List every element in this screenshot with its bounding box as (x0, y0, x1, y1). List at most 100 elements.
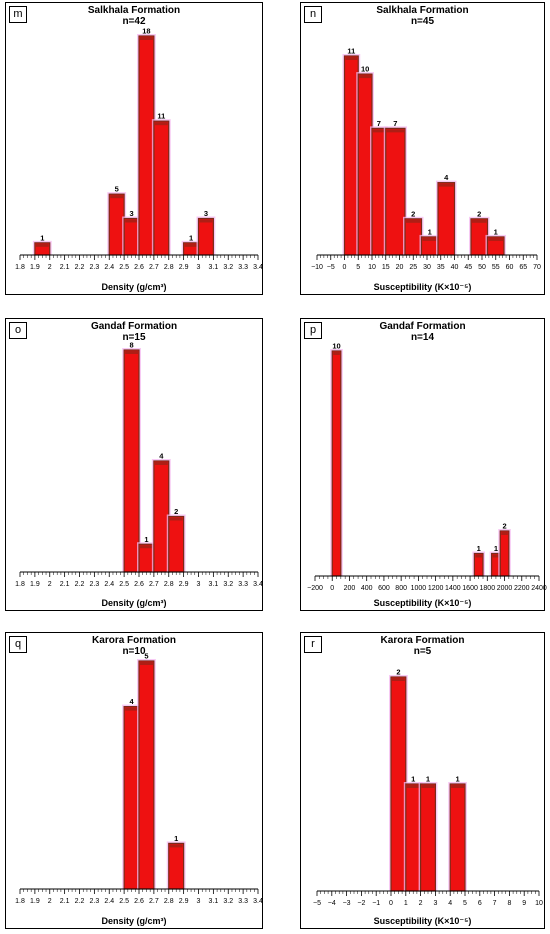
x-tick-label: 2.4 (104, 898, 114, 905)
bar-top-shade (475, 554, 482, 558)
bar-count-label: 7 (393, 119, 397, 128)
bar-count-label: 5 (144, 652, 148, 661)
x-tick-label: 2.4 (104, 581, 114, 588)
x-tick-label: 3 (197, 264, 201, 271)
x-tick-label: 2400 (531, 585, 547, 592)
histogram-bar (371, 127, 387, 256)
x-tick-label: 10 (535, 900, 543, 907)
x-axis-label: Susceptibility (K×10⁻⁵) (373, 916, 472, 926)
histogram-bar (419, 783, 436, 892)
bar-top-shade (154, 122, 168, 126)
bar-count-label: 18 (142, 27, 150, 36)
chart-title: Gandaf Formation (379, 321, 466, 332)
x-tick-label: 2.1 (60, 581, 70, 588)
histogram-bar (153, 120, 170, 256)
bar-count-label: 1 (428, 227, 432, 236)
histogram-o: 8 1 4 2 1.8 1.9 2 2.1 2.2 2.3 2.4 2.5 2.6 2.7 2.8 2.9 3 3… (15, 341, 263, 589)
bar-top-shade (422, 237, 437, 241)
chart-title: Karora Formation (380, 635, 465, 646)
bar-top-shade (386, 129, 404, 133)
x-tick-label: 2.7 (149, 264, 159, 271)
x-tick-label: 3.2 (223, 264, 233, 271)
x-tick-label: 800 (395, 585, 407, 592)
bar-count-label: 4 (159, 452, 164, 461)
bar-count-label: 4 (444, 173, 449, 182)
histogram-bar (123, 349, 140, 573)
x-tick-label: 1.8 (15, 581, 25, 588)
x-tick-label: 45 (464, 264, 472, 271)
x-tick-label: 3 (197, 581, 201, 588)
bar-count-label: 10 (361, 65, 369, 74)
x-tick-label: −200 (307, 585, 323, 592)
bar-top-shade (140, 662, 153, 665)
bar-count-label: 1 (477, 544, 481, 553)
histogram-q: 4 5 1 1.8 1.9 2 2.1 2.2 2.3 2.4 2.5 2.6 2.7 2.8 2.9 3 3.… (15, 652, 263, 906)
x-tick-label: 2.8 (164, 264, 174, 271)
x-tick-label: 15 (382, 264, 390, 271)
x-tick-label: 2.5 (119, 581, 129, 588)
x-tick-label: 4 (448, 900, 452, 907)
x-tick-label: 8 (507, 900, 511, 907)
bar-count-label: 2 (396, 668, 400, 677)
x-tick-label: 70 (533, 264, 541, 271)
bar-count-label: 1 (494, 227, 498, 236)
x-tick-label: 20 (396, 264, 404, 271)
x-tick-label: 3 (197, 898, 201, 905)
x-tick-label: 2.4 (104, 264, 114, 271)
chart-panel-r: r Karora Formation n=5 2 1 1 1 −5 −4 −3 −2 −1 0 1 2… (300, 632, 545, 929)
bar-count-label: 3 (129, 209, 133, 218)
panel-tag-n: n (304, 6, 322, 23)
x-tick-label: 2.5 (119, 898, 129, 905)
histogram-bar (405, 783, 422, 892)
x-tick-label: 2.2 (75, 898, 85, 905)
x-tick-label: 2.7 (149, 898, 159, 905)
x-tick-label: 2 (48, 581, 52, 588)
chart-subtitle: n=42 (122, 16, 146, 27)
x-tick-label: 2.8 (164, 581, 174, 588)
panel-tag-p: p (304, 322, 322, 339)
bar-top-shade (501, 532, 508, 535)
histogram-bar (123, 705, 140, 890)
histogram-bar (437, 182, 456, 256)
histogram-bar (343, 55, 359, 256)
x-tick-label: −1 (372, 900, 380, 907)
x-tick-label: −2 (357, 900, 365, 907)
histogram-bar (385, 127, 406, 256)
x-tick-label: 3.2 (223, 581, 233, 588)
chart-subtitle: n=5 (413, 646, 432, 657)
x-tick-label: 3.3 (238, 898, 248, 905)
histogram-bar (499, 530, 510, 577)
x-tick-label: 2000 (497, 585, 513, 592)
chart-title: Salkhala Formation (376, 5, 469, 16)
x-tick-label: 2.6 (134, 581, 144, 588)
bar-count-label: 5 (115, 185, 119, 194)
histogram-bar (449, 783, 466, 892)
x-tick-label: 3 (433, 900, 437, 907)
x-tick-label: 2 (48, 898, 52, 905)
x-tick-label: 2.9 (179, 898, 189, 905)
x-tick-label: 2.9 (179, 264, 189, 271)
bar-top-shade (345, 57, 358, 60)
x-tick-label: 1.9 (30, 264, 40, 271)
chart-title: Salkhala Formation (87, 5, 181, 16)
bar-top-shade (140, 37, 153, 40)
x-tick-label: 2.6 (134, 898, 144, 905)
x-tick-label: 2.5 (119, 264, 129, 271)
bar-count-label: 11 (157, 112, 165, 121)
x-axis-label: Density (g/cm³) (101, 282, 167, 292)
x-tick-label: 3.1 (209, 264, 219, 271)
bar-top-shade (125, 219, 138, 223)
x-tick-label: 2.9 (179, 581, 189, 588)
x-tick-label: 2.2 (75, 581, 85, 588)
histogram-bar (138, 543, 155, 573)
x-tick-label: 0 (389, 900, 393, 907)
x-tick-label: 1600 (462, 585, 478, 592)
x-tick-label: 2200 (514, 585, 530, 592)
x-tick-label: 2.1 (60, 264, 70, 271)
bar-top-shade (125, 707, 138, 711)
bar-count-label: 1 (40, 233, 44, 242)
bar-count-label: 1 (456, 775, 460, 784)
bar-top-shade (140, 545, 153, 549)
histogram-bar (108, 193, 125, 256)
